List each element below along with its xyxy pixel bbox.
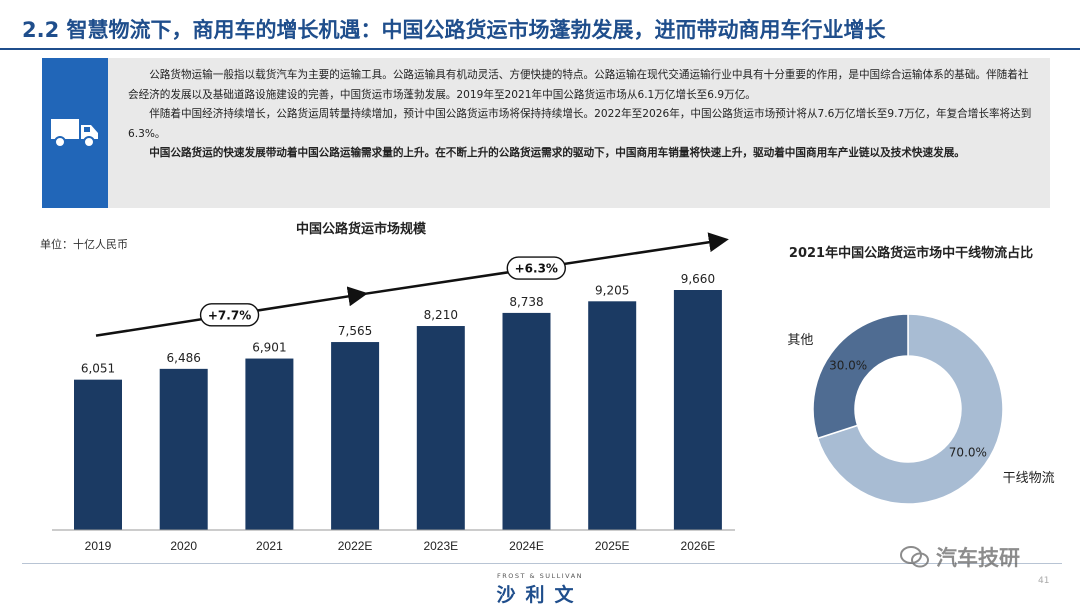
bar-2026E	[673, 290, 722, 530]
cagr-2019-2021-pill	[199, 303, 260, 327]
bar-chart-title: 中国公路货运市场规模	[295, 222, 426, 237]
bar-2022E	[331, 342, 380, 530]
donut-chart-title: 2021年中国公路货运市场中干线物流占比	[788, 246, 1034, 261]
x-tick-label: 2022E	[338, 539, 373, 553]
bar-value-label: 8,738	[509, 295, 543, 309]
title-divider	[0, 48, 1080, 50]
donut-percent-label: 70.0%	[949, 445, 987, 459]
donut-category-label: 其他	[787, 333, 813, 348]
intro-text: 公路货物运输一般指以载货汽车为主要的运输工具。公路运输具有机动灵活、方便快捷的特…	[128, 66, 1033, 164]
watermark-text: 汽车技研	[936, 546, 1020, 570]
wechat-icon	[900, 546, 929, 568]
cagr-2022-2026-pill	[506, 256, 566, 280]
x-tick-label: 2024E	[509, 539, 544, 553]
brand-subtitle: FROST & SULLIVAN	[496, 572, 584, 580]
brand-logo: 沙利文	[496, 584, 584, 606]
page-title: 2.2 智慧物流下，商用车的增长机遇：中国公路货运市场蓬勃发展，进而带动商用车行…	[22, 18, 886, 42]
bar-2020	[159, 368, 208, 530]
bar-value-label: 6,486	[167, 351, 201, 365]
footer-divider	[22, 563, 1062, 564]
cagr-2022-2026-label: +6.3%	[515, 262, 558, 276]
x-tick-label: 2021	[256, 539, 283, 553]
bar-2025E	[588, 301, 637, 530]
cagr-2019-2021-label: +7.7%	[208, 308, 251, 322]
intro-paragraph-2: 伴随着中国经济持续增长，公路货运周转量持续增加，预计中国公路货运市场将保持持续增…	[128, 108, 1032, 140]
x-tick-label: 2025E	[595, 539, 630, 553]
x-tick-label: 2019	[85, 539, 112, 553]
donut-slice-1	[812, 313, 909, 440]
page-number: 41	[1038, 576, 1050, 586]
intro-icon-box	[42, 58, 108, 208]
bar-2021	[245, 358, 294, 530]
donut-percent-label: 30.0%	[829, 359, 867, 373]
bar-value-label: 9,205	[595, 283, 629, 297]
truck-icon	[51, 119, 98, 148]
intro-paragraph-1: 公路货物运输一般指以载货汽车为主要的运输工具。公路运输具有机动灵活、方便快捷的特…	[128, 69, 1029, 101]
watermark: 汽车技研	[900, 542, 1020, 572]
bar-value-label: 6,051	[81, 362, 115, 376]
x-tick-label: 2026E	[681, 539, 716, 553]
x-tick-label: 2023E	[423, 539, 458, 553]
donut-slice-0	[816, 313, 1004, 505]
bar-2024E	[502, 312, 551, 530]
bar-value-label: 8,210	[424, 308, 458, 322]
bar-value-label: 6,901	[252, 341, 286, 355]
bar-value-label: 9,660	[681, 272, 715, 286]
donut-chart: 70.0% 30.0% 干线物流 其他	[787, 313, 1055, 505]
x-tick-label: 2020	[170, 539, 197, 553]
bar-2023E	[416, 326, 465, 530]
bar-value-label: 7,565	[338, 324, 372, 338]
donut-category-label: 干线物流	[1003, 471, 1055, 486]
bar-2019	[74, 379, 122, 530]
intro-panel: 公路货物运输一般指以载货汽车为主要的运输工具。公路运输具有机动灵活、方便快捷的特…	[42, 58, 1050, 208]
intro-paragraph-3: 中国公路货运的快速发展带动着中国公路运输需求量的上升。在不断上升的公路货运需求的…	[149, 147, 965, 159]
unit-label: 单位：十亿人民币	[40, 238, 128, 251]
bar-chart: 6,051 2019 6,486 2020 6,901 2021 7,565 2022E 8,2…	[52, 232, 735, 553]
